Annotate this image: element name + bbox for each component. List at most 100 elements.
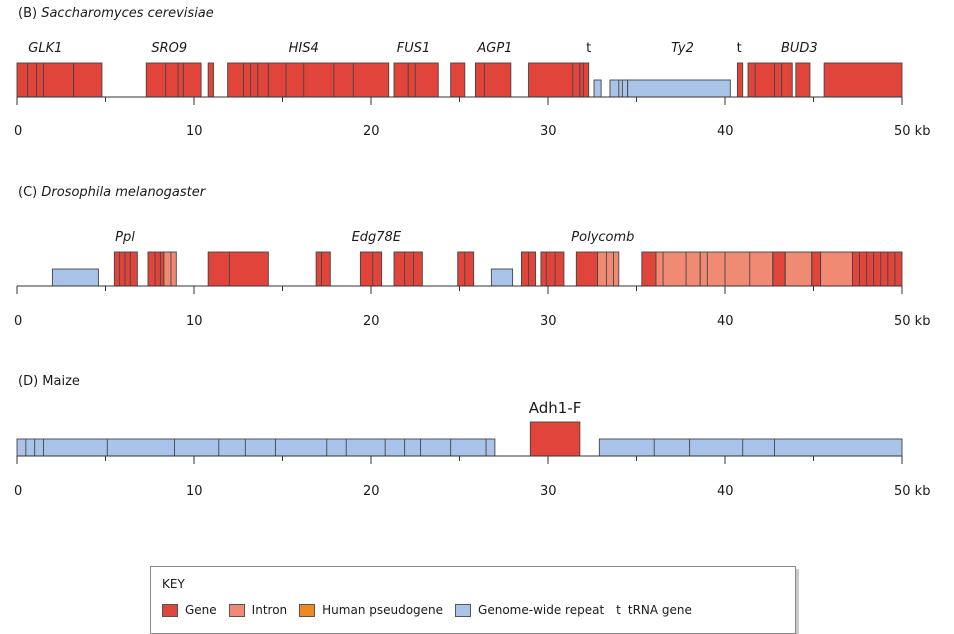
- gene-label: t: [586, 41, 591, 56]
- segment-repeat: [16, 438, 496, 457]
- tick-label: 0: [14, 484, 22, 499]
- panel-d-organism: Maize: [42, 374, 80, 389]
- tick-label: 30: [540, 484, 557, 499]
- key-label-intron: Intron: [251, 603, 288, 617]
- segment-gene: [795, 62, 811, 98]
- segment-gene: [579, 62, 590, 98]
- panel-c: (C) Drosophila melanogaster 0 10 20 30 40 50 …: [14, 185, 930, 329]
- segment-gene: [529, 421, 581, 457]
- key-label-pseudogene: Human pseudogene: [322, 603, 444, 617]
- panel-c-prefix: (C): [18, 185, 41, 200]
- gene-label: AGP1: [476, 41, 512, 56]
- segment-repeat: [490, 268, 514, 287]
- panel-c-axis: 0 10 20 30 40 50 kb: [14, 285, 930, 329]
- trna-mark: t: [616, 603, 621, 617]
- tick-label: 50 kb: [894, 124, 930, 139]
- tick-label: 30: [540, 124, 557, 139]
- segment-gene: [359, 251, 383, 287]
- segment-gene: [315, 251, 331, 287]
- panel-b-segments: [16, 62, 903, 98]
- tick-label: 40: [717, 124, 734, 139]
- tick-label: 10: [186, 124, 203, 139]
- key-label-gene: Gene: [185, 603, 217, 617]
- key-label-trna: tRNA gene: [627, 603, 692, 617]
- tick-label: 40: [717, 484, 734, 499]
- segment-gene: [457, 251, 475, 287]
- segment-gene: [145, 62, 202, 98]
- gene-label: SRO9: [151, 41, 187, 56]
- segment-gene: [575, 251, 599, 287]
- tick-label: 40: [717, 314, 734, 329]
- tick-label: 50 kb: [894, 314, 930, 329]
- panel-d-title: (D) Maize: [18, 374, 80, 389]
- panel-b-organism: Saccharomyces cerevisiae: [41, 6, 214, 21]
- segment-gene: [113, 251, 138, 287]
- panel-d-axis: 0 10 20 30 40 50 kb: [14, 455, 930, 499]
- gene-swatch: [162, 603, 178, 617]
- panel-c-organism: Drosophila melanogaster: [41, 185, 206, 200]
- panel-b-gene-labels: GLK1 SRO9 HIS4 FUS1 AGP1 t Ty2 t BUD3: [28, 41, 817, 56]
- segment-gene: [450, 62, 466, 98]
- segment-gene: [823, 62, 903, 98]
- tick-label: 10: [186, 484, 203, 499]
- tick-label: 20: [363, 484, 380, 499]
- segment-gene: [207, 62, 214, 98]
- segment-gene: [393, 62, 439, 98]
- segment-gene: [227, 62, 269, 98]
- panel-d-segments: [16, 421, 903, 457]
- gene-label: Polycomb: [571, 230, 634, 245]
- segment-gene: [851, 251, 903, 287]
- gene-label: FUS1: [397, 41, 431, 56]
- segment-intron: [597, 251, 620, 287]
- intron-swatch: [228, 603, 245, 617]
- panel-c-segments: [51, 251, 903, 287]
- segment-gene: [772, 251, 786, 287]
- panel-b-axis: 0 10 20 30 40 50 kb: [14, 96, 930, 139]
- panel-d: (D) Maize 0 10 20 30 40 50 kb Adh1-F: [14, 374, 930, 499]
- key-label-repeat: Genome-wide repeat: [478, 603, 605, 617]
- gene-label: Ty2: [671, 41, 694, 56]
- tick-label: 50 kb: [894, 484, 930, 499]
- segment-gene: [147, 251, 165, 287]
- gene-label: t: [737, 41, 742, 56]
- panel-d-gene-labels: Adh1-F: [529, 399, 582, 417]
- segment-gene: [528, 62, 581, 98]
- gene-label: Adh1-F: [529, 399, 582, 417]
- segment-gene: [540, 251, 565, 287]
- segment-repeat: [51, 268, 99, 287]
- legend-key: KEY Gene Intron Human pseudogene Genome-…: [150, 566, 796, 634]
- key-items: Gene Intron Human pseudogene Genome-wide…: [162, 603, 704, 617]
- segment-gene: [73, 62, 103, 98]
- key-title: KEY: [162, 577, 185, 591]
- key-item-intron: Intron: [228, 603, 288, 617]
- gene-label: GLK1: [28, 41, 62, 56]
- panel-b-prefix: (B): [18, 6, 41, 21]
- gene-label: HIS4: [289, 41, 319, 56]
- segment-repeat: [593, 79, 602, 98]
- segment-gene: [811, 251, 822, 287]
- key-item-gene: Gene: [162, 603, 217, 617]
- segment-gene: [736, 62, 744, 98]
- gene-label: Edg78E: [352, 230, 402, 245]
- segment-repeat: [598, 438, 903, 457]
- panel-d-prefix: (D): [18, 374, 42, 389]
- panel-b-title: (B) Saccharomyces cerevisiae: [18, 6, 214, 21]
- gene-label: Ppl: [115, 230, 135, 245]
- segment-gene: [641, 251, 657, 287]
- gene-label: BUD3: [781, 41, 818, 56]
- segment-gene: [16, 62, 75, 98]
- segment-intron: [163, 251, 177, 287]
- segment-repeat: [627, 79, 731, 98]
- panel-c-gene-labels: Ppl Edg78E Polycomb: [115, 230, 634, 245]
- key-item-pseudogene: Human pseudogene: [299, 603, 443, 617]
- pseudogene-swatch: [299, 603, 316, 617]
- repeat-swatch: [455, 603, 472, 617]
- segment-gene: [474, 62, 512, 98]
- tick-label: 0: [14, 124, 22, 139]
- key-item-trna: t tRNA gene: [616, 603, 692, 617]
- tick-label: 10: [186, 314, 203, 329]
- tick-label: 20: [363, 314, 380, 329]
- tick-label: 0: [14, 314, 22, 329]
- panel-c-title: (C) Drosophila melanogaster: [18, 185, 207, 200]
